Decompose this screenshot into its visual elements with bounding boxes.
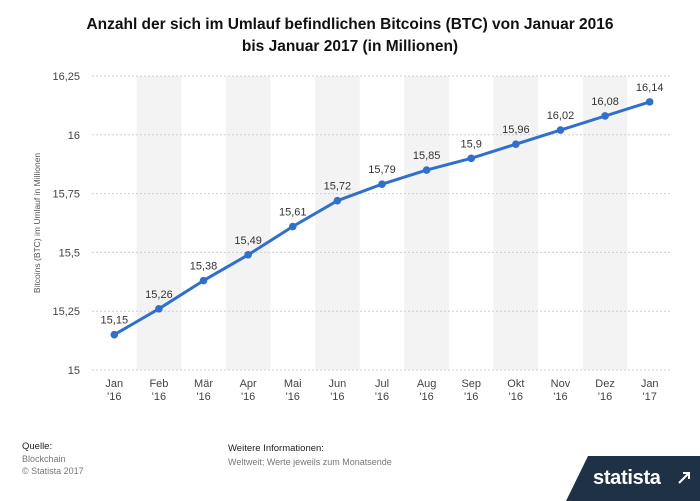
x-tick-label-year: '16 [241,391,255,403]
data-point [244,250,252,259]
data-point [556,126,565,134]
info-label: Weitere Informationen: [228,443,324,454]
background-band [404,76,449,370]
data-label: 15,15 [101,315,129,327]
x-tick-label-month: Mär [194,378,213,390]
background-band [315,76,360,370]
data-label: 15,38 [190,261,218,273]
x-tick-label-year: '16 [509,391,523,403]
x-tick-label-month: Mai [284,378,302,390]
data-label: 16,08 [591,96,619,108]
x-tick-label-year: '16 [464,391,478,403]
data-label: 15,26 [145,289,173,301]
chart-title: Anzahl der sich im Umlauf befindlichen B… [20,14,680,58]
data-point [422,166,431,174]
source-label: Quelle: [22,441,53,452]
x-tick-label-month: Feb [149,378,168,390]
data-point [467,154,476,163]
x-tick-label-month: Nov [551,378,571,390]
chart-title-line-2: bis Januar 2017 (in Millionen) [241,38,459,55]
data-point [288,222,297,231]
statista-mark-icon [678,472,690,484]
info-text: Weltweit; Werte jeweils zum Monatsende [228,457,392,467]
x-tick-label-year: '16 [152,391,166,403]
x-tick-label-year: '16 [553,391,567,403]
x-tick-label-year: '17 [643,391,657,403]
x-tick-label-year: '16 [330,391,344,403]
data-point [333,196,342,205]
x-tick-label-month: Jul [375,378,389,390]
data-label: 15,61 [279,207,307,219]
data-point [601,112,609,120]
data-label: 16,14 [636,82,664,94]
brand-name: statista [593,467,661,489]
y-tick-label: 16,25 [52,71,80,83]
x-tick-label-year: '16 [196,391,210,403]
data-label: 15,49 [234,235,262,247]
x-tick-label-month: Jan [105,378,123,390]
x-tick-label-month: Aug [417,378,437,390]
data-point [378,180,386,188]
data-point [199,276,208,285]
data-point [155,305,163,313]
x-tick-label-month: Dez [595,378,615,390]
data-label: 15,9 [461,138,482,150]
source-line-2: © Statista 2017 [22,466,84,476]
y-axis-title: Bitcoins (BTC) im Umlauf in Millionen [32,153,42,294]
y-tick-label: 15 [68,365,80,377]
background-band [136,76,182,370]
series-line [112,100,652,337]
x-tick-label-year: '16 [375,391,389,403]
data-label: 15,72 [324,181,352,193]
x-tick-label-year: '16 [107,391,121,403]
data-label: 15,96 [502,124,530,136]
data-label: 15,85 [413,150,441,162]
background-band [493,76,539,370]
data-point [645,98,654,106]
x-tick-label-month: Apr [240,378,257,390]
y-tick-label: 16 [68,130,80,142]
data-label: 16,02 [547,110,575,122]
data-point [110,330,119,339]
data-point [512,140,520,149]
data-label: 15,79 [368,164,396,176]
background-band [582,76,628,370]
y-tick-label: 15,5 [59,247,80,259]
background-band [225,76,271,370]
x-tick-label-month: Sep [461,378,481,390]
y-tick-label: 15,25 [52,306,80,318]
y-tick-label: 15,75 [52,189,80,201]
x-tick-label-year: '16 [286,391,300,403]
x-tick-label-month: Jan [641,378,659,390]
line-chart: 15 15,25 15,5 15,75 16 16,25 Bitcoins (BTC) im… [32,71,672,403]
chart-title-line-1: Anzahl der sich im Umlauf befindlichen B… [86,16,614,33]
x-tick-label-year: '16 [598,391,612,403]
source-line-1: Blockchain [22,454,66,464]
x-tick-label-year: '16 [419,391,433,403]
statista-logo[interactable]: statista [566,456,700,501]
x-tick-label-month: Jun [329,378,347,390]
x-tick-label-month: Okt [507,378,524,390]
